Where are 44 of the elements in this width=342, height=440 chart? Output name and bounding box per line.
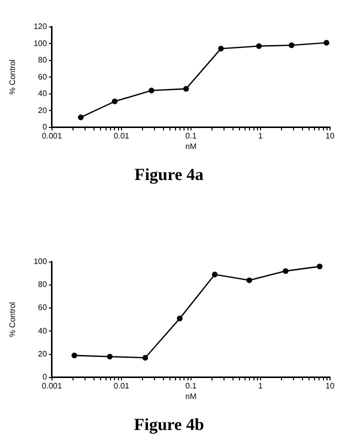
point [316,264,323,270]
y-tick-label: 20 [38,106,48,115]
point [218,46,224,52]
y-tick-label: 0 [42,122,48,132]
point [282,268,288,274]
y-tick-label: 20 [38,349,48,358]
point [106,354,113,360]
x-tick-label: 1 [258,381,264,390]
point [112,98,118,104]
x-tick-label: 1 [258,131,264,140]
x-tick-label: 0.01 [114,381,130,390]
point [246,277,252,284]
x-tick-label: 10 [326,381,335,390]
x-tick-label: 10 [326,131,335,140]
y-tick-label: 120 [34,22,48,32]
y-tick-label: 40 [38,89,48,98]
point [183,86,189,92]
x-axis-title: nM [185,392,197,402]
y-tick-label: 40 [38,326,48,336]
x-tick-label: 0.01 [114,131,130,140]
y-axis-title: % Control [8,59,18,95]
y-tick-label: 0 [42,372,48,382]
point [176,316,183,322]
point [142,354,148,361]
point [288,42,294,48]
y-tick-label: 60 [38,72,48,82]
y-tick-label: 60 [38,303,48,312]
point [71,352,78,358]
y-tick-label: 100 [34,38,48,48]
y-axis-title: % Control [8,302,18,338]
y-tick-label: 80 [38,280,48,290]
x-tick-label: 0.001 [42,131,62,140]
point [78,114,84,120]
x-tick-label: 0.001 [42,381,62,390]
y-tick-label: 100 [34,257,48,266]
point [212,272,218,278]
y-tick-label: 80 [38,56,48,65]
point [148,88,154,94]
text: Figure 4b [134,415,204,434]
x-tick-label: 0.1 [185,381,198,390]
x-axis-title: nM [185,142,197,152]
text: Figure 4a [134,165,204,184]
x-tick-label: 0.1 [185,131,198,140]
point [324,40,330,46]
